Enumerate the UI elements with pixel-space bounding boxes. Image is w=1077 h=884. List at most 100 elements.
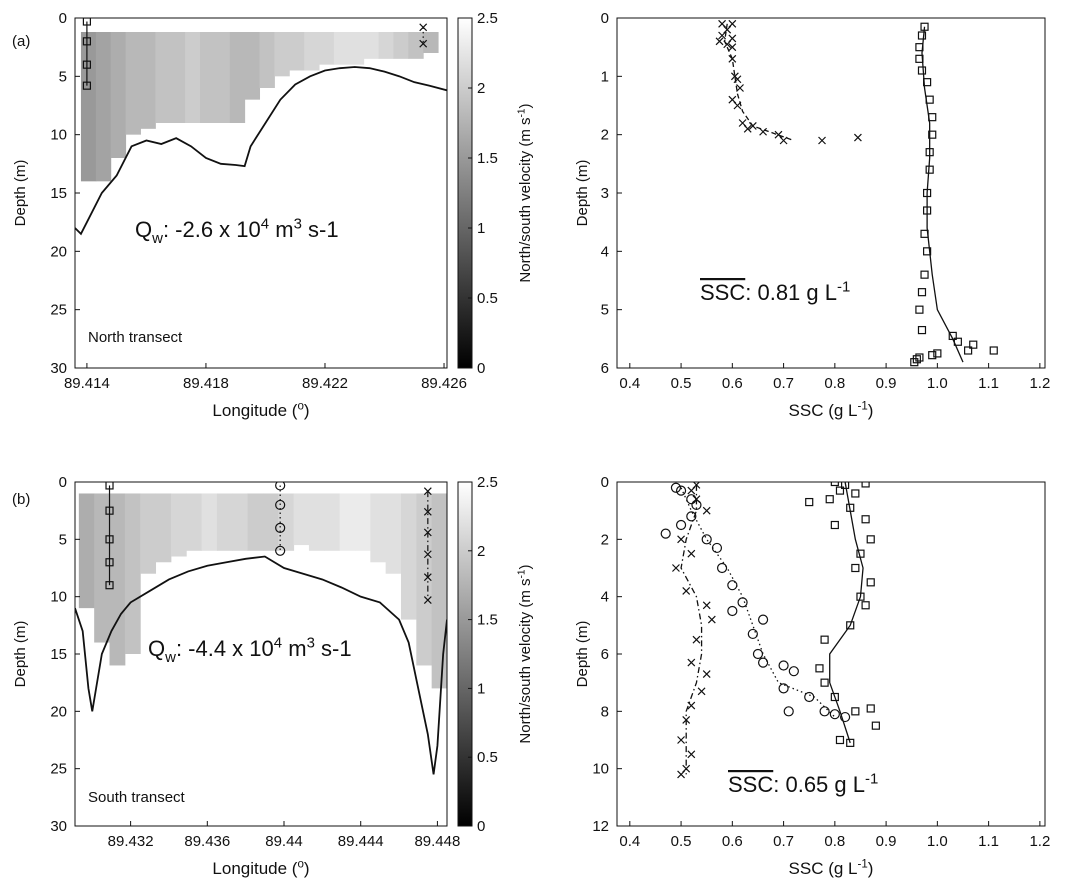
velocity-column <box>199 32 216 123</box>
data-point <box>723 40 732 49</box>
x-tick-label: 89.448 <box>414 833 460 850</box>
velocity-column <box>408 32 424 59</box>
data-point <box>687 549 696 558</box>
data-point <box>840 482 850 489</box>
station-marker <box>105 581 114 590</box>
data-point <box>846 738 855 747</box>
x-axis-label: Longitude (o) <box>212 401 309 420</box>
text-part: w <box>164 649 176 666</box>
text-part: o <box>297 401 303 413</box>
data-point <box>861 515 870 524</box>
text-part: : -2.6 x 10 <box>163 217 261 242</box>
data-point <box>660 528 671 539</box>
text-part: ) <box>517 564 534 569</box>
velocity-column <box>393 32 409 59</box>
x-tick-label: 89.44 <box>265 833 303 850</box>
text-part: ) <box>304 401 310 420</box>
data-point <box>805 497 814 507</box>
text-part: -1 <box>516 108 527 117</box>
data-point <box>989 346 998 355</box>
station-marker <box>423 573 432 582</box>
y-tick-label: 15 <box>50 646 67 663</box>
data-point <box>835 735 845 745</box>
text-part: m <box>282 636 306 661</box>
data-point <box>733 75 742 84</box>
data-point <box>923 206 932 215</box>
data-point <box>846 621 855 630</box>
data-point <box>923 247 932 256</box>
y-axis-label: Depth (m) <box>574 621 591 688</box>
text-part: SSC <box>700 280 745 305</box>
data-point <box>757 657 769 668</box>
x-tick-label: 89.436 <box>184 833 230 850</box>
text-part: -1 <box>858 859 868 871</box>
station-marker <box>82 60 92 69</box>
data-point <box>747 628 758 640</box>
data-point <box>910 358 919 367</box>
y-tick-label: 2 <box>601 127 609 144</box>
text-part: Longitude ( <box>212 401 297 420</box>
y-tick-label: 15 <box>50 185 67 202</box>
data-point <box>856 592 865 601</box>
station-marker <box>423 596 432 605</box>
x-tick-label: 89.444 <box>338 833 384 850</box>
data-point <box>866 704 875 713</box>
y-tick-label: 30 <box>50 818 67 835</box>
text-part: 4 <box>261 216 269 233</box>
colorbar-tick-label: 0.5 <box>477 749 498 766</box>
colorbar <box>457 481 473 827</box>
plot-area <box>75 482 447 775</box>
x-tick-label: 1.2 <box>1029 833 1050 850</box>
x-tick-label: 0.7 <box>773 833 794 850</box>
data-point <box>915 43 924 52</box>
data-point <box>672 564 680 572</box>
velocity-column <box>155 493 172 563</box>
velocity-column <box>354 493 371 551</box>
data-point <box>917 66 927 75</box>
data-point <box>788 666 799 677</box>
velocity-column <box>170 493 187 557</box>
x-tick-label: 0.5 <box>671 375 692 392</box>
data-point <box>677 736 685 744</box>
y-tick-label: 20 <box>50 703 67 720</box>
velocity-column <box>289 32 305 71</box>
data-point <box>851 563 860 573</box>
x-tick-label: 1.0 <box>927 375 948 392</box>
velocity-column <box>186 493 203 551</box>
x-tick-label: 0.4 <box>619 375 640 392</box>
y-tick-label: 0 <box>59 10 67 27</box>
station-marker <box>105 482 114 490</box>
x-tick-label: 1.0 <box>927 833 948 850</box>
data-point <box>687 486 696 495</box>
data-point <box>687 658 696 667</box>
station-marker <box>423 487 432 496</box>
y-tick-label: 12 <box>592 818 609 835</box>
velocity-column <box>125 32 141 135</box>
x-tick-label: 1.1 <box>978 833 999 850</box>
velocity-column <box>185 32 201 123</box>
transect-label: South transect <box>88 789 186 806</box>
x-tick-label: 0.4 <box>619 833 640 850</box>
velocity-column <box>78 493 95 609</box>
data-point <box>677 535 685 544</box>
text-part: ) <box>517 103 534 108</box>
data-point <box>825 495 834 504</box>
station-marker <box>275 499 286 511</box>
data-point <box>866 578 875 587</box>
colorbar-tick-label: 1 <box>477 220 485 237</box>
velocity-column <box>140 493 157 574</box>
panel-label: (a) <box>12 33 30 50</box>
velocity-column <box>385 493 402 574</box>
data-point <box>804 691 815 703</box>
x-tick-label: 89.414 <box>64 375 110 392</box>
text-part: SSC (g L <box>789 859 858 878</box>
station-marker <box>275 522 286 533</box>
text-part: SSC <box>728 772 773 797</box>
x-axis-label: Longitude (o) <box>212 859 309 878</box>
text-part: s-1 <box>302 217 339 242</box>
data-point <box>917 325 927 335</box>
colorbar-tick-label: 2 <box>477 80 485 97</box>
x-tick-label: 0.6 <box>722 375 743 392</box>
velocity-column <box>229 32 246 123</box>
